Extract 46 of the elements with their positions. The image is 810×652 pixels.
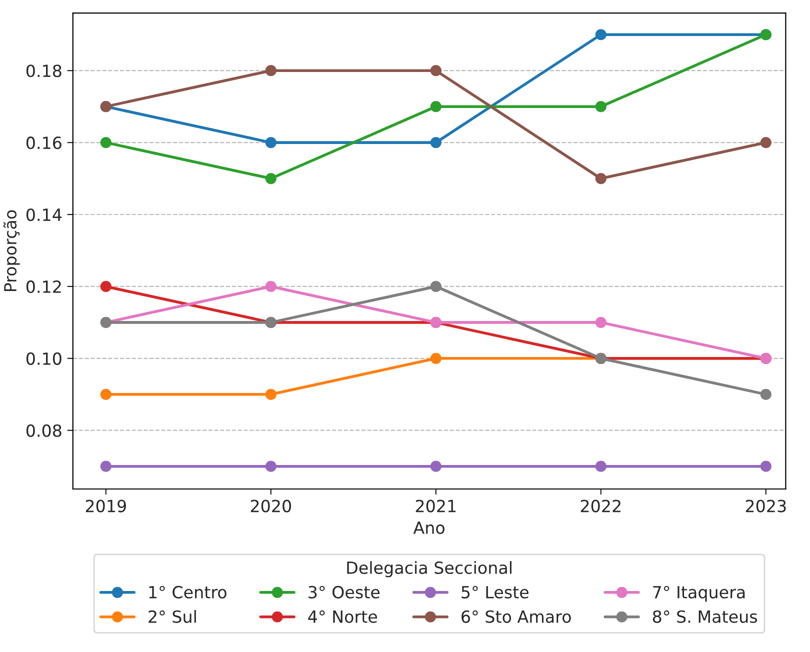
legend-label: 8° S. Mateus [652,610,758,623]
y-axis-title: Proporção [3,210,20,292]
point [265,388,276,400]
point [595,101,606,112]
point [265,65,276,76]
point [430,65,442,76]
legend-label: 2° Sul [148,610,196,623]
legend-label: 3° Oeste [308,586,380,598]
point [100,280,112,292]
point [760,136,772,148]
x-tick-label: 2019 [86,500,126,512]
y-tick-label: 0.12 [26,280,61,294]
point [595,316,606,328]
point [100,460,112,472]
point [100,136,112,148]
point [595,460,606,472]
y-tick-label: 0.14 [26,208,62,222]
legend-label: 4° Norte [308,610,377,623]
point [430,280,442,292]
point [430,136,442,148]
point [265,136,276,148]
x-axis-title: Ano [413,522,444,534]
point [265,460,276,472]
y-tick-label: 0.08 [26,424,62,437]
point [265,280,276,292]
point [430,101,442,112]
legend-label: 1° Centro [149,586,226,598]
point [430,352,442,364]
point [595,172,606,184]
point [760,460,772,472]
legend-label: 5° Leste [462,586,528,598]
legend-label: 7° Itaquera [653,586,745,602]
point [100,388,112,400]
point [595,29,606,40]
x-tick-label: 2023 [746,500,786,512]
y-tick-label: 0.18 [26,64,62,78]
point [430,460,442,472]
x-tick-label: 2020 [250,500,291,512]
point [760,388,772,400]
y-tick-label: 0.16 [26,136,62,150]
legend-title: Delegacia Seccional [347,561,512,578]
y-tick-label: 0.10 [26,352,62,365]
legend-label: 6° Sto Amaro [462,610,571,623]
point [265,172,276,184]
x-tick-label: 2022 [580,500,620,512]
x-tick-label: 2021 [416,500,456,512]
